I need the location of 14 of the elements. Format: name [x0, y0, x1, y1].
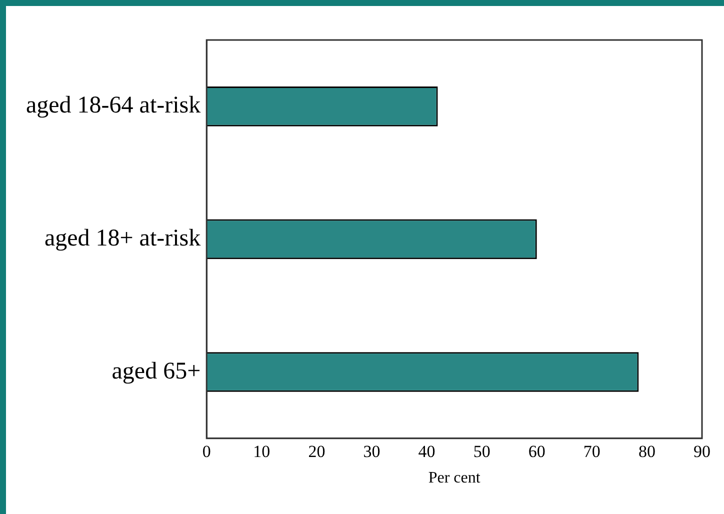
- x-tick-label: 80: [638, 442, 656, 462]
- x-tick-label: 50: [473, 442, 490, 462]
- x-tick-label: 40: [418, 442, 436, 462]
- y-tick-label: aged 65+: [112, 358, 201, 384]
- x-tick-label: 10: [253, 442, 270, 462]
- x-tick-label: 70: [583, 442, 600, 462]
- x-tick-label: 0: [202, 442, 211, 462]
- y-tick-label: aged 18+ at-risk: [44, 225, 201, 252]
- x-tick-label: 60: [528, 442, 546, 462]
- x-tick-label: 30: [363, 442, 380, 462]
- x-tick-label: 90: [694, 442, 710, 462]
- x-tick-label: 20: [308, 442, 326, 462]
- x-axis-title: Per cent: [428, 470, 481, 487]
- y-tick-label: aged 18-64 at-risk: [26, 92, 201, 119]
